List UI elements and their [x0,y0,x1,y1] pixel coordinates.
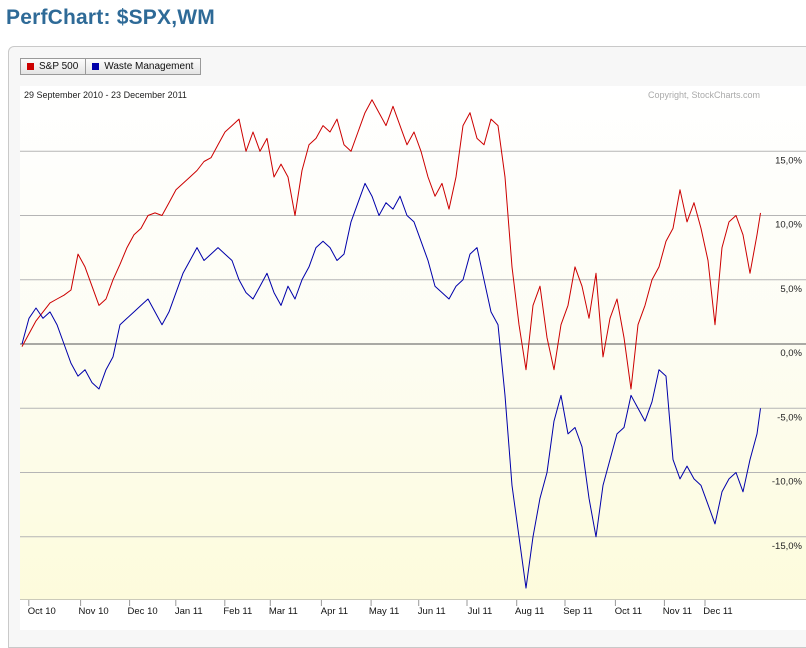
date-range-label: 29 September 2010 - 23 December 2011 [24,90,187,100]
x-axis-band [20,600,806,630]
legend-label-spx: S&P 500 [39,61,79,72]
legend-tab-spx[interactable]: S&P 500 [20,58,87,75]
series-line-wm [21,182,761,589]
plot-area: 15,0% 10,0% 5,0% 0,0% -5,0% -10,0% -15,0% Oct 1… [20,86,806,635]
x-tick-label: Oct 11 [615,606,642,617]
y-tick-label: 0,0% [780,348,802,359]
x-tick-label: Aug 11 [515,606,544,617]
x-tick-label: Jan 11 [175,606,203,617]
y-tick-label: 5,0% [780,284,802,295]
x-tick-label: Apr 11 [321,606,348,617]
x-tick-label: May 11 [369,606,399,617]
x-tick-label: Mar 11 [269,606,298,617]
legend-label-wm: Waste Management [104,61,194,72]
x-tick-label: Dec 11 [703,606,732,617]
x-tick-label: Nov 10 [79,606,109,617]
y-tick-label: -10,0% [772,477,803,488]
x-tick-label: Jun 11 [418,606,446,617]
spx-color-swatch [27,63,34,70]
y-tick-label: 15,0% [775,155,802,166]
wm-color-swatch [92,63,100,70]
y-tick-label: -15,0% [772,541,803,552]
x-tick-label: Dec 10 [128,606,158,617]
x-tick-label: Sep 11 [563,606,592,617]
series-line-spx [21,99,761,390]
plot-background [20,86,806,630]
perf-chart: 15,0% 10,0% 5,0% 0,0% -5,0% -10,0% -15,0% Oct 1… [20,86,806,630]
page-title: PerfChart: $SPX,WM [6,6,215,29]
y-tick-label: 10,0% [775,220,802,231]
legend-tab-wm[interactable]: Waste Management [85,58,202,75]
x-tick-label: Jul 11 [468,606,493,617]
copyright-label: Copyright, StockCharts.com [648,90,760,100]
x-tick-label: Oct 10 [28,606,56,617]
x-tick-label: Feb 11 [223,606,252,617]
legend-tabs: S&P 500 Waste Management [20,58,202,77]
y-tick-label: -5,0% [777,412,802,423]
x-tick-label: Nov 11 [663,606,692,617]
